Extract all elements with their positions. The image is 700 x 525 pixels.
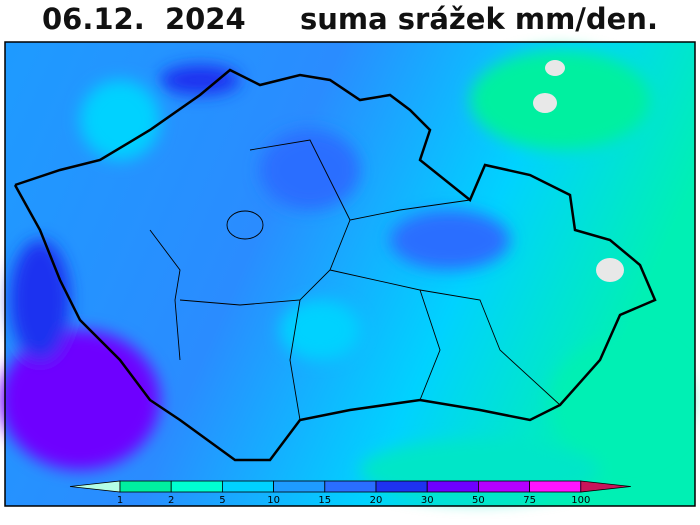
legend-label: 30: [421, 495, 434, 506]
legend-label: 2: [168, 495, 174, 506]
legend-swatch: [324, 480, 377, 493]
legend-swatch: [221, 480, 274, 493]
legend-label: 5: [219, 495, 225, 506]
legend-swatch: [375, 480, 428, 493]
legend-label: 1: [117, 495, 123, 506]
country-border: [13, 68, 657, 462]
legend-swatch: [426, 480, 479, 493]
legend-swatch: [170, 480, 223, 493]
map-frame: [4, 41, 696, 507]
region-borders: [149, 139, 561, 421]
legend-over: [580, 480, 631, 493]
legend-label: 50: [472, 495, 485, 506]
date: 06.12. 2024: [42, 2, 246, 36]
legend: 1 2 5 10 15 20 30 50 75 100: [69, 480, 631, 506]
legend-swatch: [273, 480, 326, 493]
legend-swatch: [477, 480, 530, 493]
legend-label: 15: [318, 495, 331, 506]
legend-label: 100: [571, 495, 590, 506]
legend-swatch: [119, 480, 172, 493]
legend-label: 10: [267, 495, 280, 506]
legend-swatch: [529, 480, 582, 493]
legend-label: 20: [370, 495, 383, 506]
legend-label: 75: [523, 495, 536, 506]
title: suma srážek mm/den.: [300, 2, 658, 36]
